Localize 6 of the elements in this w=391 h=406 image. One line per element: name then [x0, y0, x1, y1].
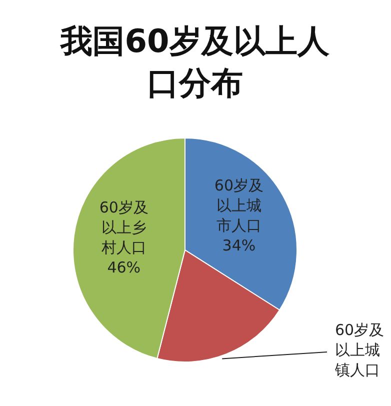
chart-title: 我国60岁及以上人口分布: [60, 22, 330, 102]
slice-label: 60岁及以上城市人口: [214, 176, 264, 234]
data-label: 46%: [107, 258, 141, 276]
data-label: 34%: [222, 236, 256, 254]
slice-label: 60岁及以上城镇人口: [334, 321, 384, 379]
slice-label: 60岁及以上乡村人口: [99, 198, 148, 256]
